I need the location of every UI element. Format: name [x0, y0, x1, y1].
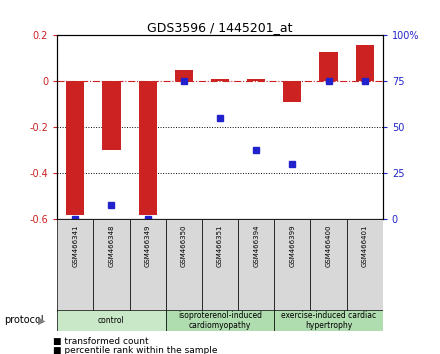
Bar — [139, 81, 157, 215]
Text: GSM466351: GSM466351 — [217, 224, 223, 267]
FancyBboxPatch shape — [57, 310, 166, 331]
FancyBboxPatch shape — [311, 219, 347, 312]
Title: GDS3596 / 1445201_at: GDS3596 / 1445201_at — [147, 21, 293, 34]
Text: GSM466348: GSM466348 — [109, 224, 114, 267]
FancyBboxPatch shape — [93, 219, 129, 312]
Text: ■ transformed count: ■ transformed count — [53, 337, 148, 346]
Text: exercise-induced cardiac
hypertrophy: exercise-induced cardiac hypertrophy — [281, 311, 376, 330]
FancyBboxPatch shape — [347, 219, 383, 312]
FancyBboxPatch shape — [274, 310, 383, 331]
Text: GSM466349: GSM466349 — [145, 224, 150, 267]
Bar — [211, 79, 229, 81]
Text: GSM466350: GSM466350 — [181, 224, 187, 267]
Text: GSM466400: GSM466400 — [326, 224, 331, 267]
FancyBboxPatch shape — [238, 219, 274, 312]
Bar — [283, 81, 301, 102]
Text: GSM466394: GSM466394 — [253, 224, 259, 267]
Text: control: control — [98, 316, 125, 325]
FancyBboxPatch shape — [274, 219, 311, 312]
Text: GSM466401: GSM466401 — [362, 224, 368, 267]
Text: GSM466399: GSM466399 — [290, 224, 295, 267]
Text: ▶: ▶ — [38, 315, 46, 325]
Bar — [103, 81, 121, 150]
Text: GSM466341: GSM466341 — [72, 224, 78, 267]
Text: protocol: protocol — [4, 315, 44, 325]
FancyBboxPatch shape — [166, 310, 274, 331]
Bar — [319, 51, 337, 81]
Bar — [247, 79, 265, 81]
Text: isoproterenol-induced
cardiomyopathy: isoproterenol-induced cardiomyopathy — [178, 311, 262, 330]
FancyBboxPatch shape — [202, 219, 238, 312]
FancyBboxPatch shape — [166, 219, 202, 312]
FancyBboxPatch shape — [129, 219, 166, 312]
FancyBboxPatch shape — [57, 219, 93, 312]
Bar — [66, 81, 84, 215]
Text: ■ percentile rank within the sample: ■ percentile rank within the sample — [53, 346, 217, 354]
Bar — [356, 45, 374, 81]
Bar — [175, 70, 193, 81]
